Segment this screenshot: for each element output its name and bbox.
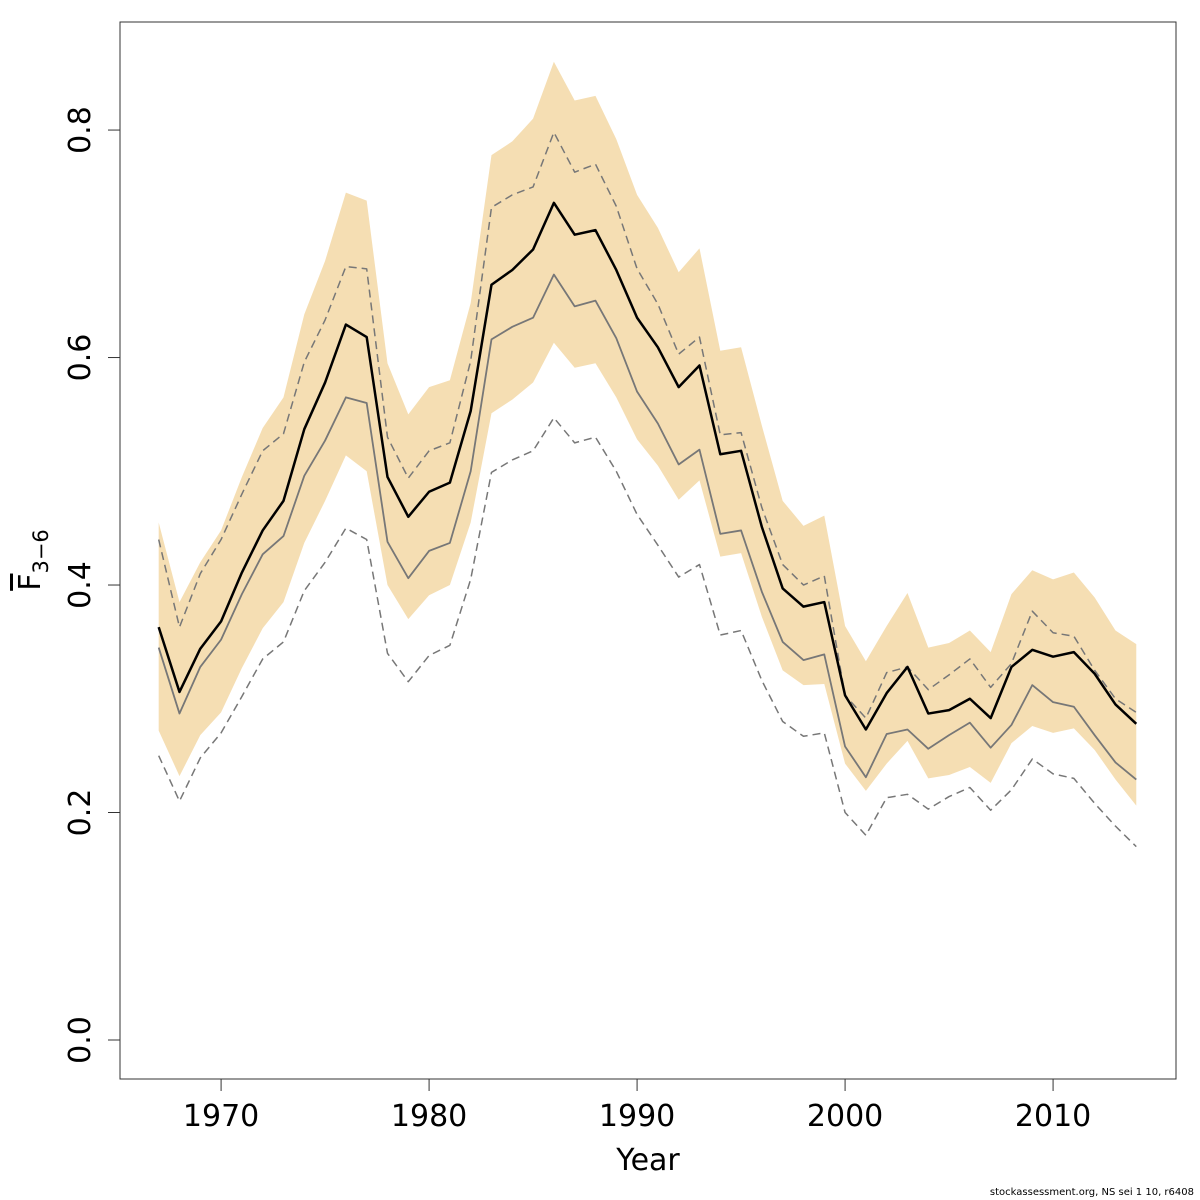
x-tick-label: 2010 [1015,1099,1091,1134]
x-tick-label: 1970 [183,1099,259,1134]
y-axis-label-sub: 3−6 [29,529,53,573]
y-tick-label: 0.0 [63,1016,98,1064]
y-tick-label: 0.8 [63,106,98,154]
y-tick-label: 0.6 [63,334,98,382]
series-line [157,201,1138,731]
series-line [158,417,1137,848]
series-line [157,131,1137,719]
x-tick-label: 2000 [807,1099,883,1134]
y-axis-label: F3−6 [13,529,53,591]
y-tick-label: 0.2 [63,789,98,837]
y-axis-label-main: F [13,574,48,591]
series-line [157,273,1137,781]
x-tick-label: 1980 [391,1099,467,1134]
confidence-band [158,61,1137,806]
x-axis-label: Year [615,1143,680,1178]
footer: stockassessment.org, NS sei 1 10, r6408 [990,1187,1194,1198]
y-tick-label: 0.4 [63,561,98,609]
x-tick-label: 1990 [599,1099,675,1134]
